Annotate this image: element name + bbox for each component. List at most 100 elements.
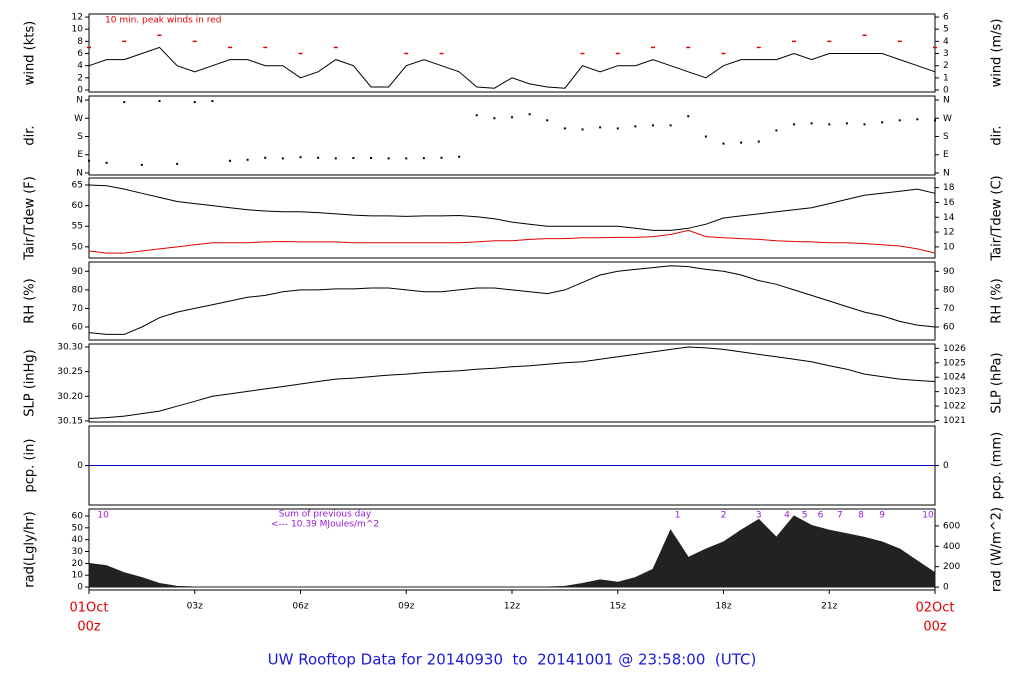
y-tick-label: 20 xyxy=(72,559,84,569)
y2-tick-label: 600 xyxy=(943,521,960,531)
y2-tick-label: 1022 xyxy=(943,402,966,412)
point xyxy=(211,100,214,103)
y2-tick-label: 1025 xyxy=(943,358,966,368)
y-tick-label: 6 xyxy=(77,49,83,59)
hour-mark: 5 xyxy=(802,511,808,521)
hour-mark: 4 xyxy=(784,511,790,521)
y-tick-label: S xyxy=(77,132,83,142)
y-tick-label: 2 xyxy=(77,73,83,83)
y-tick-label: 0 xyxy=(77,85,83,95)
y-tick-label: 30.30 xyxy=(57,342,83,352)
point xyxy=(440,156,443,159)
y2-tick-label: 4 xyxy=(943,37,949,47)
y-axis-label: rad(Lgly/hr) xyxy=(23,511,38,587)
y2-tick-label: 60 xyxy=(943,323,955,333)
y2-tick-label: 16 xyxy=(943,198,955,208)
hour-mark: 2 xyxy=(721,511,727,521)
y-tick-label: 30.15 xyxy=(57,417,83,427)
point xyxy=(740,141,743,144)
hour-mark: 10 xyxy=(922,511,934,521)
point xyxy=(581,128,584,131)
x-tick-label: 03z xyxy=(187,602,203,612)
annotation: <--- 10.39 MJoules/m^2 xyxy=(271,520,379,530)
y-tick-label: 30 xyxy=(72,547,84,557)
hour-mark: 8 xyxy=(858,511,864,521)
y2-tick-label: 10 xyxy=(943,242,955,252)
point xyxy=(652,124,654,127)
point xyxy=(546,119,549,122)
point xyxy=(881,121,884,124)
y-tick-label: 30.25 xyxy=(57,367,83,377)
y2-tick-label: 3 xyxy=(943,49,949,59)
point xyxy=(511,116,513,119)
y2-tick-label: 6 xyxy=(943,13,949,23)
y2-tick-label: 1026 xyxy=(943,344,966,354)
hour-mark: 10 xyxy=(97,511,109,521)
point xyxy=(475,114,478,117)
y-tick-label: 65 xyxy=(72,181,83,191)
y-axis-label: dir. xyxy=(23,125,38,145)
y2-tick-label: S xyxy=(943,132,949,142)
line xyxy=(88,229,936,254)
y-tick-label: 12 xyxy=(72,13,83,23)
y-tick-label: W xyxy=(74,114,83,124)
point xyxy=(775,129,778,132)
x-tick-label: 15z xyxy=(610,602,626,612)
y2-tick-label: 18 xyxy=(943,183,955,193)
point xyxy=(793,123,795,126)
hour-mark: 3 xyxy=(756,511,762,521)
y2-tick-label: 1021 xyxy=(943,416,966,426)
y-tick-label: E xyxy=(77,150,83,160)
y-tick-label: 60 xyxy=(72,201,84,211)
point xyxy=(669,124,672,127)
y2-tick-label: 1023 xyxy=(943,387,966,397)
y2-tick-label: N xyxy=(943,168,950,178)
point xyxy=(458,155,461,158)
y-tick-label: 10 xyxy=(72,571,84,581)
hour-mark: 1 xyxy=(675,511,681,521)
y-tick-label: 60 xyxy=(72,511,84,521)
y-tick-label: 8 xyxy=(77,37,83,47)
x-tick-label: 00z xyxy=(923,620,947,635)
y2-tick-label: 1024 xyxy=(943,373,966,383)
y2-tick-label: 0 xyxy=(943,461,949,471)
y2-axis-label: RH (%) xyxy=(990,278,1005,323)
point xyxy=(563,127,566,130)
panel-frame xyxy=(88,177,936,259)
hour-mark: 6 xyxy=(818,511,824,521)
y-tick-label: 30.20 xyxy=(57,392,83,402)
y2-axis-label: rad (W/m^2) xyxy=(990,507,1005,592)
point xyxy=(898,119,901,122)
y2-axis-label: SLP (hPa) xyxy=(990,352,1005,413)
y2-tick-label: 80 xyxy=(943,285,955,295)
y2-tick-label: 0 xyxy=(943,583,949,593)
point xyxy=(863,123,866,126)
y2-tick-label: 5 xyxy=(943,25,949,35)
point xyxy=(757,140,760,143)
y2-tick-label: 14 xyxy=(943,213,955,223)
y-tick-label: 50 xyxy=(72,523,84,533)
y2-axis-label: wind (m/s) xyxy=(990,19,1005,88)
annotation: 10 min. peak winds in red xyxy=(105,16,222,26)
point xyxy=(493,117,496,120)
line xyxy=(88,346,936,419)
y2-tick-label: 0 xyxy=(943,86,949,96)
y2-tick-label: N xyxy=(943,96,950,106)
y-tick-label: 50 xyxy=(72,242,84,252)
point xyxy=(88,159,90,162)
hour-mark: 7 xyxy=(837,511,843,521)
point xyxy=(916,118,919,121)
line xyxy=(88,184,936,231)
y2-tick-label: 12 xyxy=(943,228,954,238)
point xyxy=(722,142,725,145)
point xyxy=(281,157,284,160)
line xyxy=(88,265,936,335)
y2-axis-label: dir. xyxy=(990,125,1005,145)
point xyxy=(105,161,108,164)
annotation: Sum of previous day xyxy=(279,510,372,520)
panel-frame xyxy=(88,13,936,93)
panel-frame xyxy=(88,95,936,176)
y2-tick-label: 90 xyxy=(943,267,955,277)
